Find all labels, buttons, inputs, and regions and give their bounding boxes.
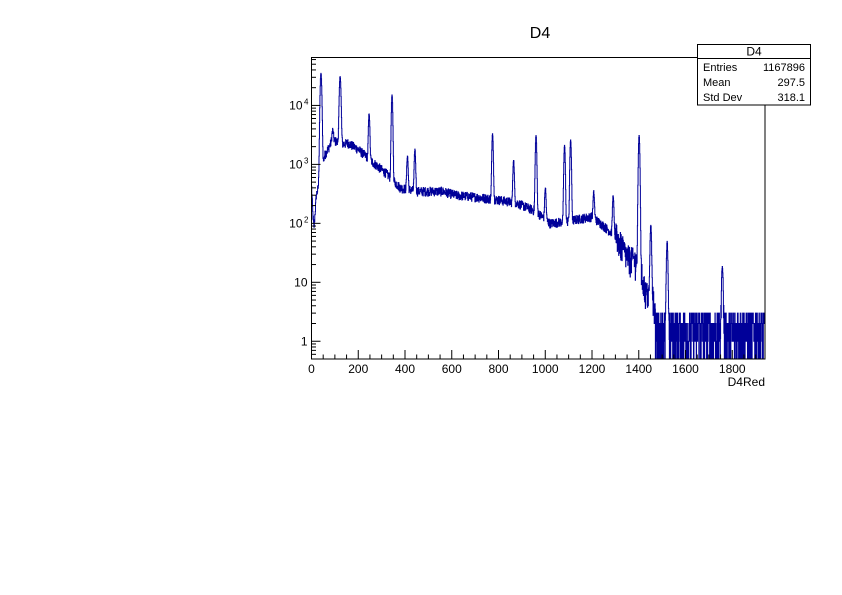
stats-label-stddev: Std Dev — [703, 92, 743, 104]
x-tick-label: 1800 — [719, 362, 746, 376]
x-axis-label: D4Red — [728, 375, 765, 389]
stats-label-entries: Entries — [703, 62, 738, 74]
x-tick-label: 400 — [395, 362, 415, 376]
stats-value-stddev: 318.1 — [777, 92, 805, 104]
stats-label-mean: Mean — [703, 77, 731, 89]
y-tick-exponent: 4 — [304, 97, 309, 106]
x-tick-label: 1000 — [532, 362, 559, 376]
y-tick-label: 10 — [289, 216, 303, 230]
x-tick-label: 1600 — [672, 362, 699, 376]
x-tick-label: 800 — [488, 362, 508, 376]
x-tick-label: 600 — [442, 362, 462, 376]
stats-value-mean: 297.5 — [777, 77, 805, 89]
stats-value-entries: 1167896 — [763, 62, 805, 74]
y-tick-label: 1 — [301, 334, 308, 348]
chart-title: D4 — [530, 25, 551, 42]
stats-box: D4 Entries 1167896 Mean 297.5 Std Dev 31… — [697, 44, 811, 106]
y-tick-label: 10 — [289, 98, 303, 112]
histogram-line — [312, 72, 765, 359]
y-tick-label: 10 — [289, 157, 303, 171]
x-tick-label: 1200 — [579, 362, 606, 376]
x-tick-label: 200 — [348, 362, 368, 376]
y-tick-exponent: 3 — [304, 156, 309, 165]
x-tick-label: 1400 — [625, 362, 652, 376]
plot-frame — [311, 57, 766, 360]
stats-title: D4 — [746, 45, 762, 59]
y-tick-label: 10 — [294, 275, 308, 289]
y-tick-exponent: 2 — [304, 215, 309, 224]
x-tick-label: 0 — [308, 362, 315, 376]
x-axis: 0 200 400 600 800 1000 1200 1400 1600 1800 — [308, 350, 757, 376]
